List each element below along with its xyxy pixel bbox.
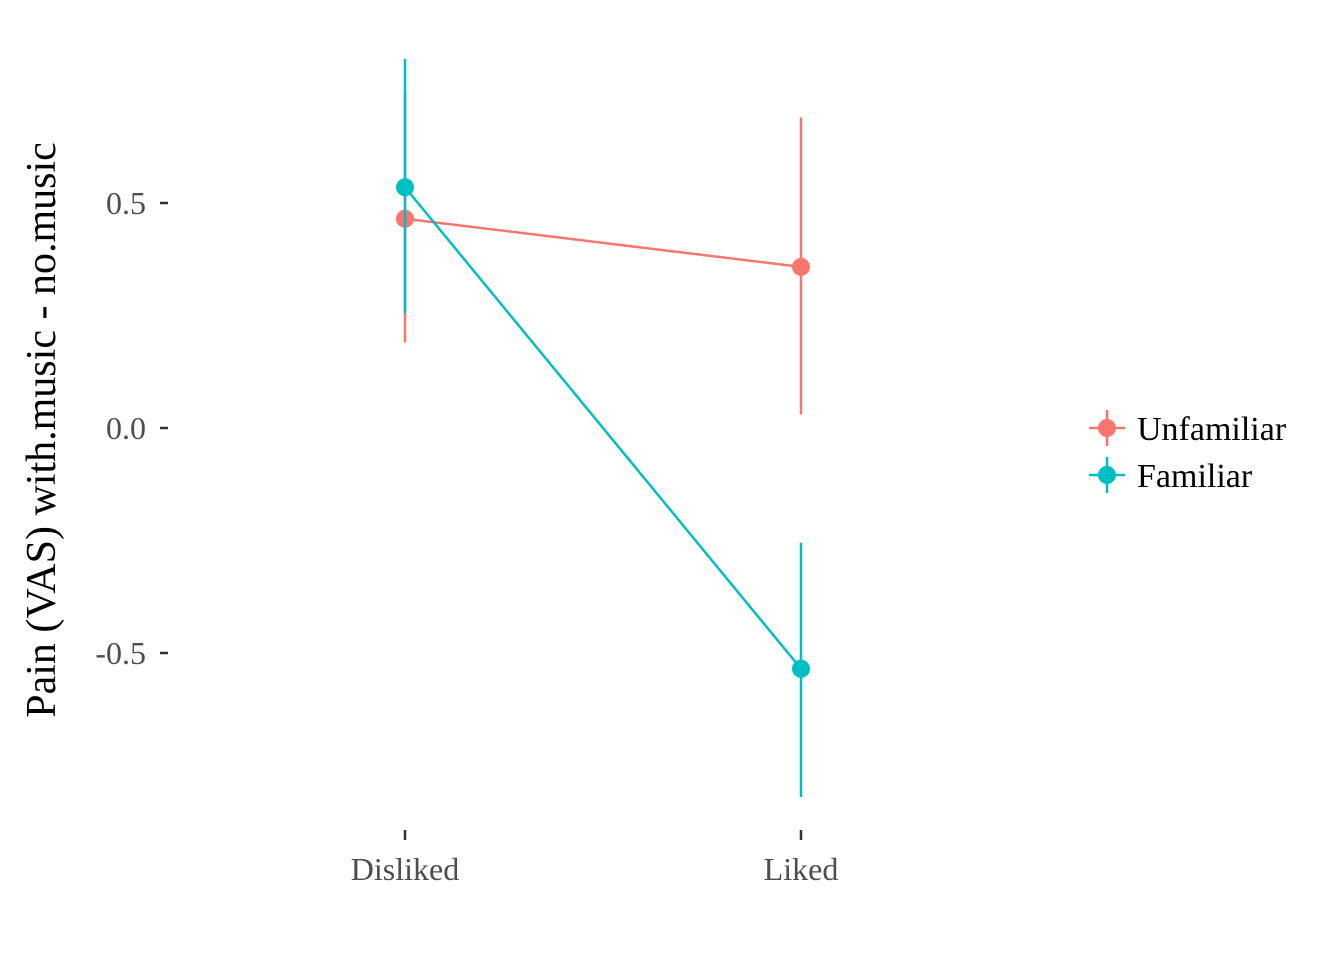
- legend-key-point: [1098, 419, 1116, 437]
- x-tick-label: Disliked: [351, 851, 459, 887]
- legend-item-unfamiliar: Unfamiliar: [1089, 410, 1287, 448]
- legend-label: Unfamiliar: [1137, 411, 1287, 448]
- legend-key-point: [1098, 466, 1116, 484]
- data-point: [792, 659, 810, 678]
- data-point: [396, 178, 414, 197]
- y-tick-label: 0.0: [106, 410, 146, 446]
- y-axis-title: Pain (VAS) with.music - no.music: [19, 142, 65, 718]
- x-tick-label: Liked: [764, 851, 839, 887]
- y-tick-label: -0.5: [95, 635, 146, 671]
- series-line: [404, 186, 802, 670]
- legend-label: Familiar: [1137, 458, 1253, 495]
- y-axis: 0.5 0.0 -0.5: [95, 185, 168, 671]
- y-tick-label: 0.5: [106, 185, 146, 221]
- series-line: [404, 217, 802, 269]
- legend-item-familiar: Familiar: [1089, 457, 1253, 495]
- series-familiar: [396, 59, 810, 797]
- data-point: [792, 257, 810, 276]
- legend: Unfamiliar Familiar: [1089, 410, 1287, 495]
- plot-marks: [396, 59, 810, 797]
- x-axis: Disliked Liked: [351, 830, 839, 887]
